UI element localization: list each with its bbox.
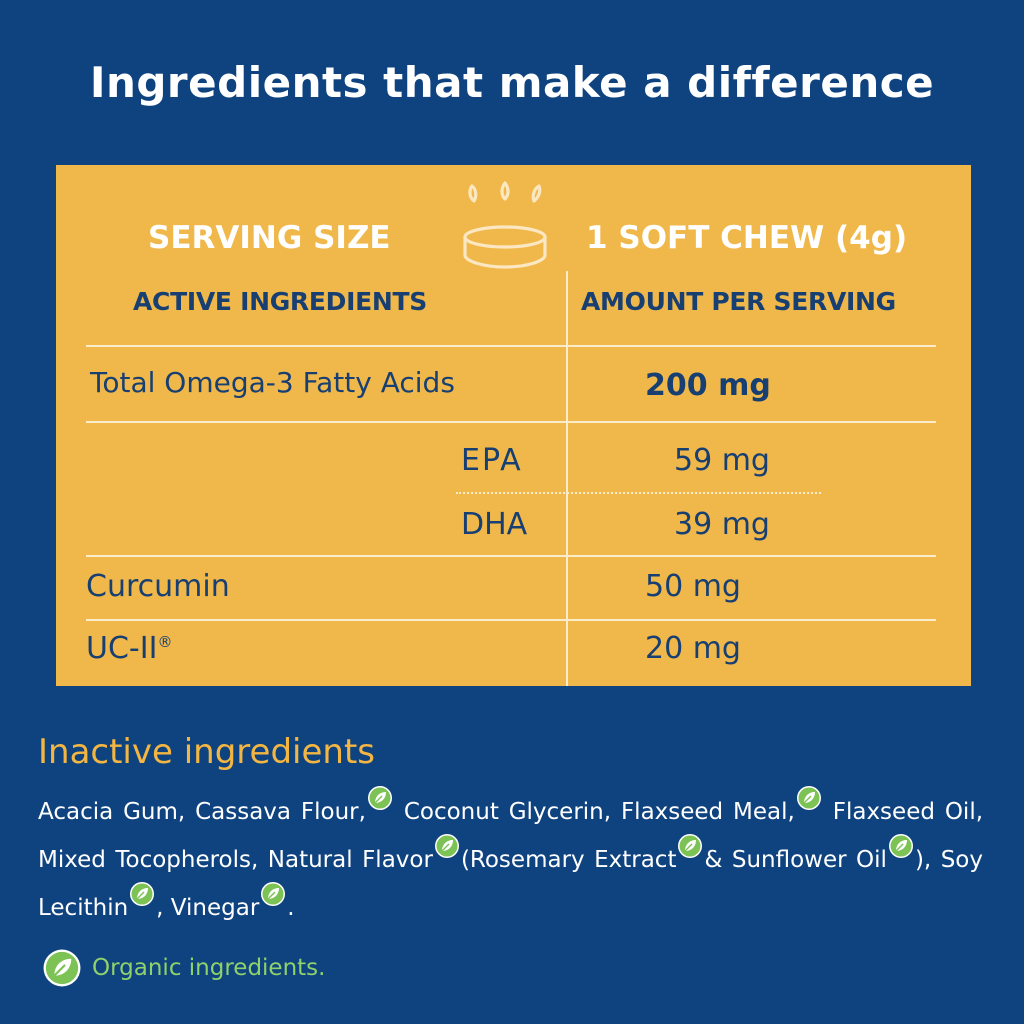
- active-ingredients-header: ACTIVE INGREDIENTS: [133, 287, 427, 316]
- column-divider: [566, 271, 568, 686]
- leaf-icon: [888, 833, 914, 859]
- ingredient-ucii-name: UC-II®: [86, 631, 172, 666]
- ingredient-text: , Vinegar: [156, 895, 260, 921]
- row-divider: [86, 555, 936, 557]
- row-divider: [86, 421, 936, 423]
- ingredient-ucii-amount: 20 mg: [645, 631, 741, 666]
- dotted-row-divider: [456, 492, 821, 494]
- ingredient-curcumin-amount: 50 mg: [645, 569, 741, 604]
- ingredient-ucii-label: UC-II: [86, 631, 158, 666]
- inactive-ingredients-list: Acacia Gum, Cassava Flour, Coconut Glyce…: [38, 785, 983, 929]
- inactive-ingredients-title: Inactive ingredients: [38, 732, 375, 772]
- leaf-icon: [434, 833, 460, 859]
- ingredient-dha-name: DHA: [461, 507, 528, 542]
- ingredient-text: Flaxseed Oil, Mixed Tocopherols, Natural…: [38, 799, 984, 873]
- leaf-icon: [129, 881, 155, 907]
- row-divider: [86, 345, 936, 347]
- ingredient-dha-amount: 39 mg: [674, 507, 770, 542]
- ingredient-curcumin-name: Curcumin: [86, 569, 230, 604]
- amount-per-serving-header: AMOUNT PER SERVING: [581, 287, 896, 316]
- ingredient-text: .: [287, 895, 295, 921]
- ingredient-text: & Sunflower Oil: [704, 847, 887, 873]
- ingredient-epa-name: EPA: [461, 443, 523, 478]
- leaf-icon: [260, 881, 286, 907]
- serving-size-value: 1 SOFT CHEW (4g): [586, 220, 908, 256]
- nutrition-table: SERVING SIZE 1 SOFT CHEW (4g) ACTIVE ING…: [56, 165, 971, 686]
- leaf-icon: [677, 833, 703, 859]
- leaf-icon: [796, 785, 822, 811]
- ingredient-text: (Rosemary Extract: [460, 847, 677, 873]
- serving-size-label: SERVING SIZE: [148, 220, 391, 256]
- registered-mark: ®: [157, 633, 173, 651]
- row-divider: [86, 619, 936, 621]
- ingredient-omega3-amount: 200 mg: [645, 368, 771, 403]
- leaf-icon: [367, 785, 393, 811]
- soft-chew-icon: [463, 181, 547, 269]
- ingredient-omega3-name: Total Omega-3 Fatty Acids: [90, 366, 455, 399]
- leaf-icon: [42, 948, 82, 988]
- ingredient-text: Coconut Glycerin, Flaxseed Meal,: [403, 799, 795, 825]
- ingredient-text: Acacia Gum, Cassava Flour,: [38, 799, 366, 825]
- organic-legend: Organic ingredients.: [42, 946, 325, 990]
- page-title: Ingredients that make a difference: [89, 58, 935, 107]
- organic-legend-label: Organic ingredients.: [92, 955, 326, 981]
- ingredient-epa-amount: 59 mg: [674, 443, 770, 478]
- ingredient-text: ), Soy Lecithin: [38, 847, 983, 921]
